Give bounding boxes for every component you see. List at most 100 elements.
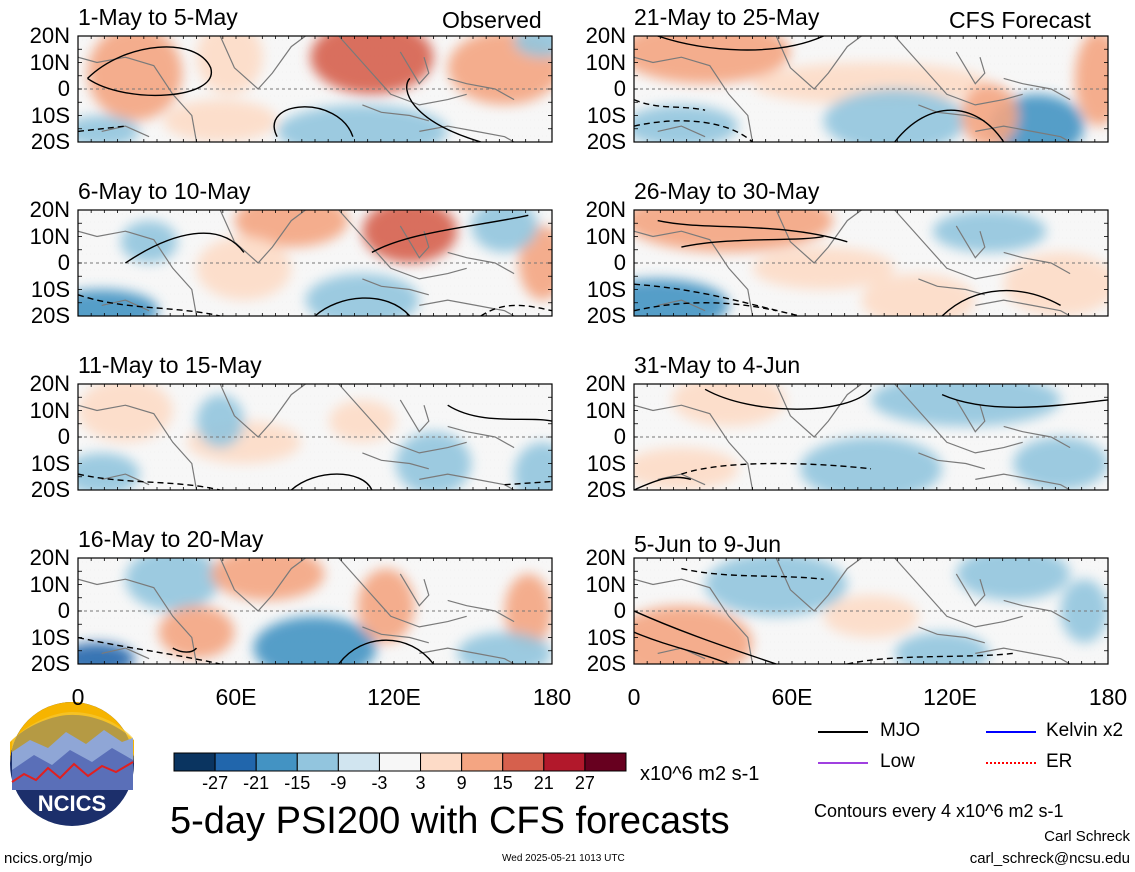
legend-label-mjo: MJO [880, 720, 921, 741]
panel-title-3: 11-May to 15-May [78, 352, 262, 378]
coastlines [78, 384, 515, 490]
lon-label: 60E [771, 684, 813, 710]
panel-title-2: 6-May to 10-May [78, 178, 251, 204]
map-panel-3 [77, 383, 553, 491]
lat-label: 10S [586, 276, 626, 302]
forecast-label: CFS Forecast [949, 7, 1091, 33]
map-panel-8 [633, 557, 1109, 665]
colorbar-box [543, 752, 586, 772]
lat-label: 20N [585, 545, 626, 570]
map-panel-1 [77, 35, 553, 143]
lat-label: 20S [586, 129, 626, 154]
lat-label: 10S [30, 102, 70, 128]
lon-label: 180 [532, 684, 572, 710]
lat-label: 20S [30, 651, 70, 676]
coastlines [634, 384, 1071, 490]
colorbar-box [584, 752, 627, 772]
panel-title-4: 16-May to 20-May [78, 526, 264, 552]
lat-label: 0 [57, 250, 70, 275]
lat-label: 10S [30, 450, 70, 476]
panel-title-1: 1-May to 5-May [78, 4, 238, 30]
lat-label: 10N [585, 397, 626, 423]
lon-label: 120E [367, 684, 421, 710]
colorbar-label: 3 [415, 773, 426, 793]
footer-email: carl_schreck@ncsu.edu [969, 850, 1130, 867]
lat-label: 10N [585, 223, 626, 249]
mjo-contours [78, 214, 552, 316]
lat-label: 10N [29, 49, 70, 75]
colorbar-label: -9 [330, 773, 347, 793]
lat-label: 20N [29, 23, 70, 48]
lat-label: 20N [29, 371, 70, 396]
colorbar-box [296, 752, 339, 772]
lat-label: 0 [57, 76, 70, 101]
lat-label: 0 [613, 76, 626, 101]
legend-label-low: Low [880, 751, 915, 772]
mjo-contours [634, 567, 1014, 664]
panel-title-5: 21-May to 25-May [634, 4, 820, 30]
ncics-logo: NCICS [10, 702, 134, 826]
lat-label: 20S [30, 303, 70, 328]
lat-label: 0 [57, 424, 70, 449]
mjo-contours [634, 219, 1061, 316]
colorbar-box [461, 752, 504, 772]
colorbar-box [255, 752, 298, 772]
lat-label: 20N [585, 23, 626, 48]
lat-label: 10N [585, 571, 626, 597]
lat-label: 0 [57, 598, 70, 623]
lat-label: 10S [586, 450, 626, 476]
lat-label: 10S [586, 102, 626, 128]
lat-label: 10S [30, 276, 70, 302]
map-panel-2 [77, 209, 553, 317]
lat-label: 20S [30, 477, 70, 502]
lat-label: 0 [613, 424, 626, 449]
map-panel-6 [633, 209, 1109, 317]
lat-label: 20S [586, 303, 626, 328]
colorbar-label: -27 [202, 773, 229, 793]
lat-label: 10S [30, 624, 70, 650]
map-panel-5 [633, 35, 1109, 143]
mjo-contours [78, 636, 435, 664]
lat-label: 0 [613, 250, 626, 275]
lat-label: 20N [29, 545, 70, 570]
lat-label: 20S [586, 651, 626, 676]
legend-line-kelvin [986, 731, 1036, 733]
coastlines [634, 558, 1071, 664]
observed-label: Observed [442, 7, 542, 33]
colorbar-label: 15 [492, 773, 513, 793]
lat-label: 20S [30, 129, 70, 154]
mjo-contours [634, 388, 1108, 490]
lon-label: 180 [1088, 684, 1128, 710]
lon-label: 0 [71, 684, 85, 710]
coastlines [634, 36, 1071, 142]
legend-label-er: ER [1046, 751, 1073, 772]
lat-label: 10S [586, 624, 626, 650]
coastlines [634, 210, 1071, 316]
lat-label: 10N [29, 223, 70, 249]
footer-author: Carl Schreck [1044, 828, 1130, 845]
lat-label: 10N [29, 397, 70, 423]
panel-title-8: 5-Jun to 9-Jun [634, 531, 782, 557]
lon-label: 120E [923, 684, 977, 710]
coastlines [78, 558, 515, 664]
colorbar-label: -21 [243, 773, 270, 793]
lat-label: 0 [613, 598, 626, 623]
colorbar-box [378, 752, 422, 772]
colorbar-label: 27 [574, 773, 595, 793]
lat-label: 20N [585, 197, 626, 222]
colorbar-box [173, 752, 216, 772]
map-panel-7 [633, 383, 1109, 491]
mjo-contours [634, 36, 1005, 142]
logo-wordmark: NCICS [38, 791, 106, 816]
colorbar-units: x10^6 m2 s-1 [640, 763, 760, 785]
lon-label: 60E [215, 684, 257, 710]
colorbar-box [214, 752, 257, 772]
lat-label: 20S [586, 477, 626, 502]
lat-label: 10N [29, 571, 70, 597]
colorbar-label: 9 [456, 773, 467, 793]
contour-note: Contours every 4 x10^6 m2 s-1 [814, 801, 1064, 821]
colorbar-label: 21 [533, 773, 554, 793]
mjo-contours [78, 46, 482, 142]
legend-line-mjo [818, 731, 868, 733]
